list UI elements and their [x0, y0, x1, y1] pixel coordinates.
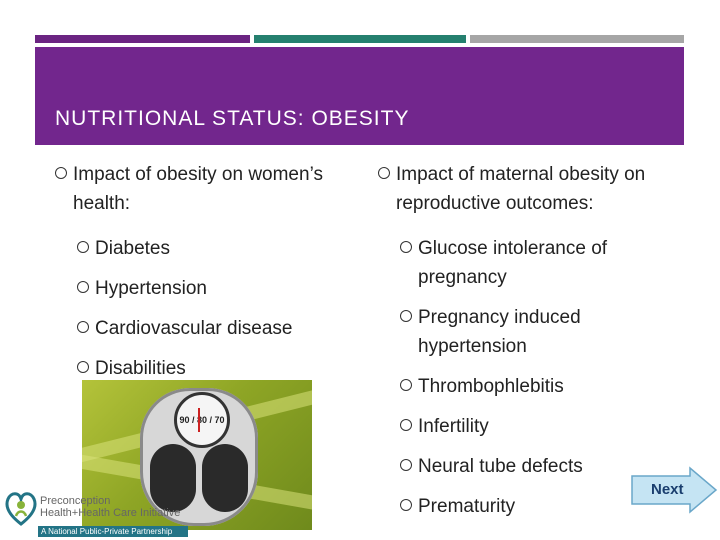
- title-band: NUTRITIONAL STATUS: OBESITY: [35, 47, 684, 145]
- bullet-ring-icon: [400, 459, 412, 471]
- next-button-label: Next: [651, 481, 684, 498]
- slide-title: NUTRITIONAL STATUS: OBESITY: [55, 107, 410, 130]
- bullet-ring-icon: [77, 361, 89, 373]
- bullet-ring-icon: [400, 241, 412, 253]
- bullet-ring-icon: [400, 379, 412, 391]
- logo-text-line2: Health+Health Care Initiative: [40, 507, 181, 519]
- right-column-heading: Impact of maternal obesity on reproducti…: [378, 160, 678, 218]
- arrow-right-icon: [631, 466, 718, 514]
- scale-icon: 90 / 80 / 70: [140, 388, 258, 526]
- next-button[interactable]: Next: [630, 466, 718, 514]
- list-item: Neural tube defects: [400, 452, 678, 481]
- left-column: Impact of obesity on women’s health: Dia…: [55, 160, 345, 394]
- foot-pad: [150, 444, 196, 512]
- dial-needle: [198, 408, 200, 432]
- left-column-heading: Impact of obesity on women’s health:: [55, 160, 345, 218]
- list-item: Cardiovascular disease: [77, 314, 345, 343]
- accent-bar-purple: [35, 35, 250, 43]
- bullet-ring-icon: [378, 167, 390, 179]
- list-item: Prematurity: [400, 492, 678, 521]
- heart-logo-icon: [5, 492, 37, 526]
- bullet-ring-icon: [400, 310, 412, 322]
- preconception-logo: Preconception Health+Health Care Initiat…: [4, 486, 194, 538]
- list-item: Disabilities: [77, 354, 345, 383]
- bullet-ring-icon: [400, 499, 412, 511]
- bullet-ring-icon: [55, 167, 67, 179]
- accent-bar-teal: [254, 35, 466, 43]
- accent-bar-gray: [470, 35, 684, 43]
- bullet-ring-icon: [400, 419, 412, 431]
- list-item: Diabetes: [77, 234, 345, 263]
- foot-pad: [202, 444, 248, 512]
- right-column: Impact of maternal obesity on reproducti…: [378, 160, 678, 532]
- bullet-ring-icon: [77, 241, 89, 253]
- list-item: Thrombophlebitis: [400, 372, 678, 401]
- logo-tagline: A National Public-Private Partnership: [38, 526, 188, 537]
- bathroom-scale-image: 90 / 80 / 70: [82, 380, 312, 530]
- list-item: Glucose intolerance of pregnancy: [400, 234, 678, 292]
- list-item: Hypertension: [77, 274, 345, 303]
- bullet-ring-icon: [77, 321, 89, 333]
- logo-text-line1: Preconception: [40, 495, 111, 507]
- list-item: Pregnancy induced hypertension: [400, 303, 678, 361]
- list-item: Infertility: [400, 412, 678, 441]
- bullet-ring-icon: [77, 281, 89, 293]
- scale-dial: 90 / 80 / 70: [174, 392, 230, 448]
